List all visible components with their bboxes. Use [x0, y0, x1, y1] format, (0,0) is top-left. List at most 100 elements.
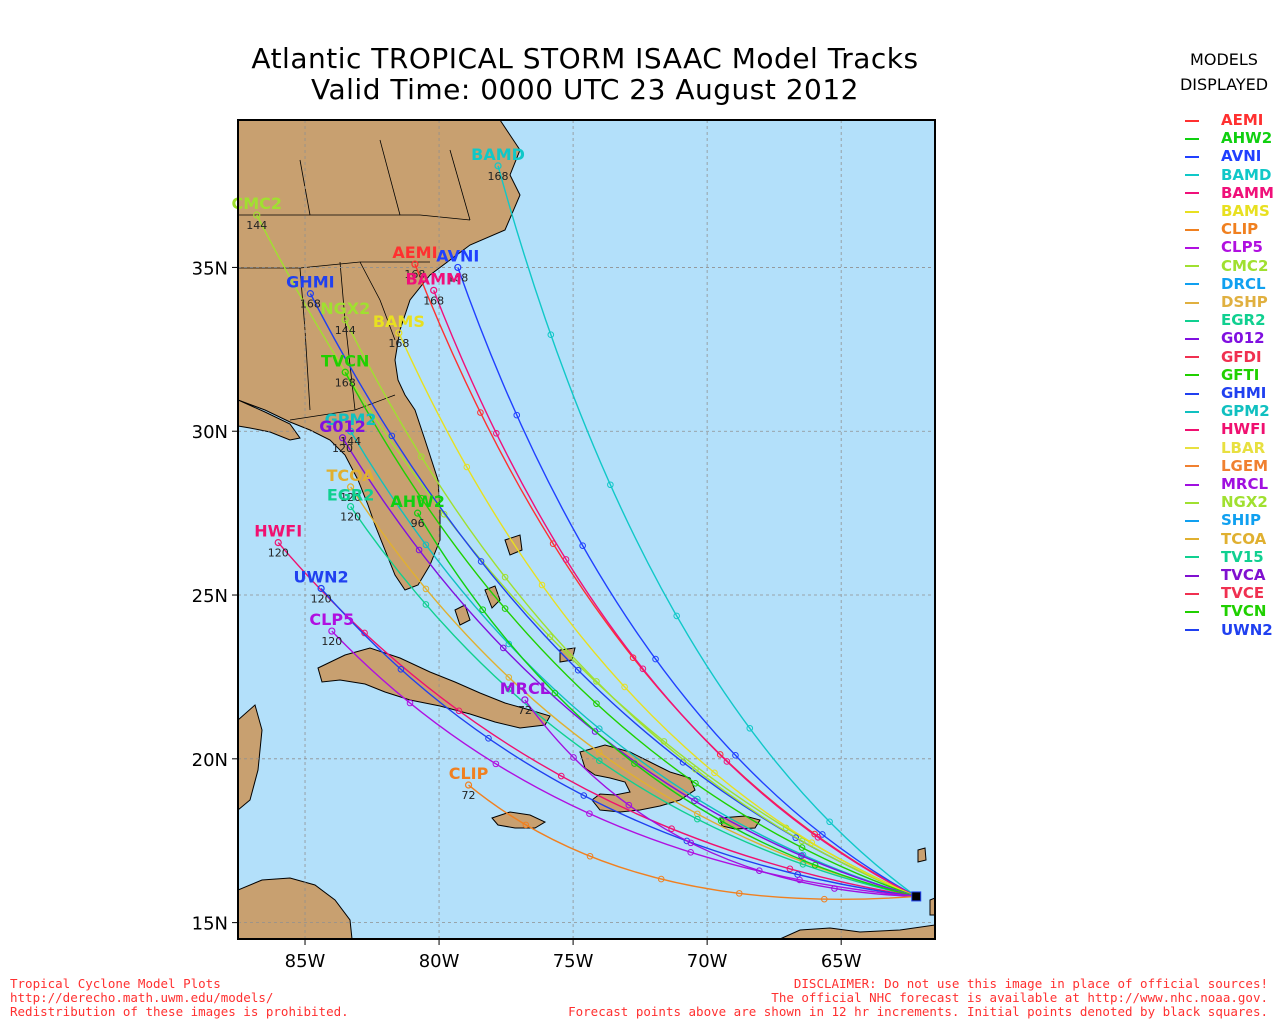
legend-swatch [1185, 392, 1199, 395]
legend-label: LGEM [1221, 456, 1269, 475]
track-hour-label: 168 [388, 337, 409, 350]
legend-swatch [1185, 538, 1199, 541]
track-hour-label: 120 [332, 442, 353, 455]
track-point [547, 331, 555, 339]
track-point [501, 573, 509, 581]
legend-item-tv15: TV15 [1185, 548, 1264, 566]
lesser-antilles-islands [917, 847, 935, 916]
legend-label: HWFI [1221, 420, 1266, 439]
track-hour-label: 120 [340, 511, 361, 524]
track-line-mrcl [524, 699, 917, 898]
x-tick-label: 80W [419, 951, 460, 972]
track-point [574, 666, 582, 674]
track-point [538, 581, 546, 589]
track-point [406, 699, 414, 707]
track-endpoint [341, 316, 349, 324]
legend-label: AVNI [1221, 147, 1262, 166]
track-point [639, 665, 647, 673]
track-point [687, 839, 695, 847]
track-point [723, 758, 731, 765]
y-tick-label: 25N [192, 586, 228, 607]
track-point [811, 830, 818, 838]
legend-swatch [1185, 174, 1199, 177]
track-point [580, 792, 588, 799]
track-point [551, 689, 559, 697]
track-point [570, 754, 577, 761]
footer-right-line2: The official NHC forecast is available a… [771, 990, 1268, 1005]
track-point [820, 895, 828, 903]
track-point [586, 810, 593, 817]
legend-label: GHMI [1221, 384, 1267, 402]
track-endpoint [430, 286, 438, 294]
track-point [683, 837, 691, 845]
legend-swatch [1185, 283, 1199, 286]
track-endpoint [346, 427, 355, 435]
track-endpoint [306, 290, 314, 298]
track-label-aemi: AEMI [392, 243, 437, 262]
x-tick-label: 65W [821, 951, 862, 972]
track-hour-label: 120 [340, 491, 361, 504]
track-point [732, 752, 739, 759]
legend-item-gfdi: GFDI [1185, 348, 1262, 366]
track-point [692, 780, 699, 787]
legend-label: BAMS [1221, 202, 1270, 220]
track-point [621, 683, 628, 691]
footer-left: Tropical Cyclone Model Plots http://dere… [10, 977, 349, 1019]
track-hour-label: 168 [335, 376, 356, 389]
legend-label: CLIP [1221, 220, 1259, 239]
track-line-ngx2 [344, 319, 917, 898]
track-label-bamd: BAMD [471, 145, 525, 164]
track-point [746, 724, 754, 732]
y-tick-label: 35N [192, 258, 228, 279]
track-point [595, 757, 603, 765]
x-tick-label: 85W [285, 951, 326, 972]
us-landmass [238, 120, 521, 591]
track-point [477, 409, 484, 416]
legend-label: CMC2 [1221, 256, 1269, 275]
track-hour-label: 72 [518, 704, 532, 717]
legend-swatch [1185, 556, 1199, 559]
legend-item-gpm2: GPM2 [1185, 402, 1270, 420]
track-label-uwn2: UWN2 [294, 567, 349, 586]
track-point [343, 370, 350, 377]
legend-item-ngx2: NGX2 [1185, 493, 1268, 511]
track-point [792, 834, 800, 842]
track-point [717, 817, 725, 825]
track-point [499, 644, 507, 652]
legend-item-aemi: AEMI [1185, 111, 1263, 129]
chart-title: Atlantic TROPICAL STORM ISAAC Model Trac… [251, 42, 919, 75]
track-point [798, 837, 806, 845]
legend-swatch [1185, 501, 1199, 504]
track-point [422, 585, 430, 593]
track-label-cmc2: CMC2 [231, 194, 282, 213]
legend-item-tvca: TVCA [1185, 566, 1265, 584]
track-point [505, 685, 513, 693]
track-line-aemi [414, 263, 917, 898]
track-endpoint [411, 260, 419, 268]
legend-label: EGR2 [1221, 311, 1266, 330]
legend-item-dshp: DSHP [1185, 293, 1268, 311]
yucatan-landmass [238, 704, 263, 811]
track-point [422, 541, 430, 549]
legend-label: TV15 [1221, 547, 1264, 566]
legend-swatch [1185, 410, 1199, 413]
footer-left-line3: Redistribution of these images is prohib… [10, 1004, 349, 1019]
track-endpoint [253, 211, 261, 219]
track-label-hwfi: HWFI [254, 522, 302, 541]
legend-label: GPM2 [1221, 402, 1270, 421]
y-tick-label: 20N [192, 750, 228, 771]
track-line-bamm [433, 290, 917, 898]
track-point [799, 861, 807, 868]
track-point [625, 801, 633, 809]
legend-item-tcoa: TCOA [1185, 530, 1266, 548]
legend-swatch [1185, 301, 1199, 304]
track-line-uwn2 [320, 588, 917, 898]
track-endpoint [414, 509, 422, 517]
legend-swatch [1185, 137, 1199, 140]
track-line-avni [457, 267, 917, 898]
track-point [595, 749, 603, 756]
bahamas-islands [454, 534, 576, 663]
track-label-ghmi: GHMI [286, 273, 334, 292]
track-endpoint [454, 263, 462, 272]
model-tracks [253, 162, 917, 903]
